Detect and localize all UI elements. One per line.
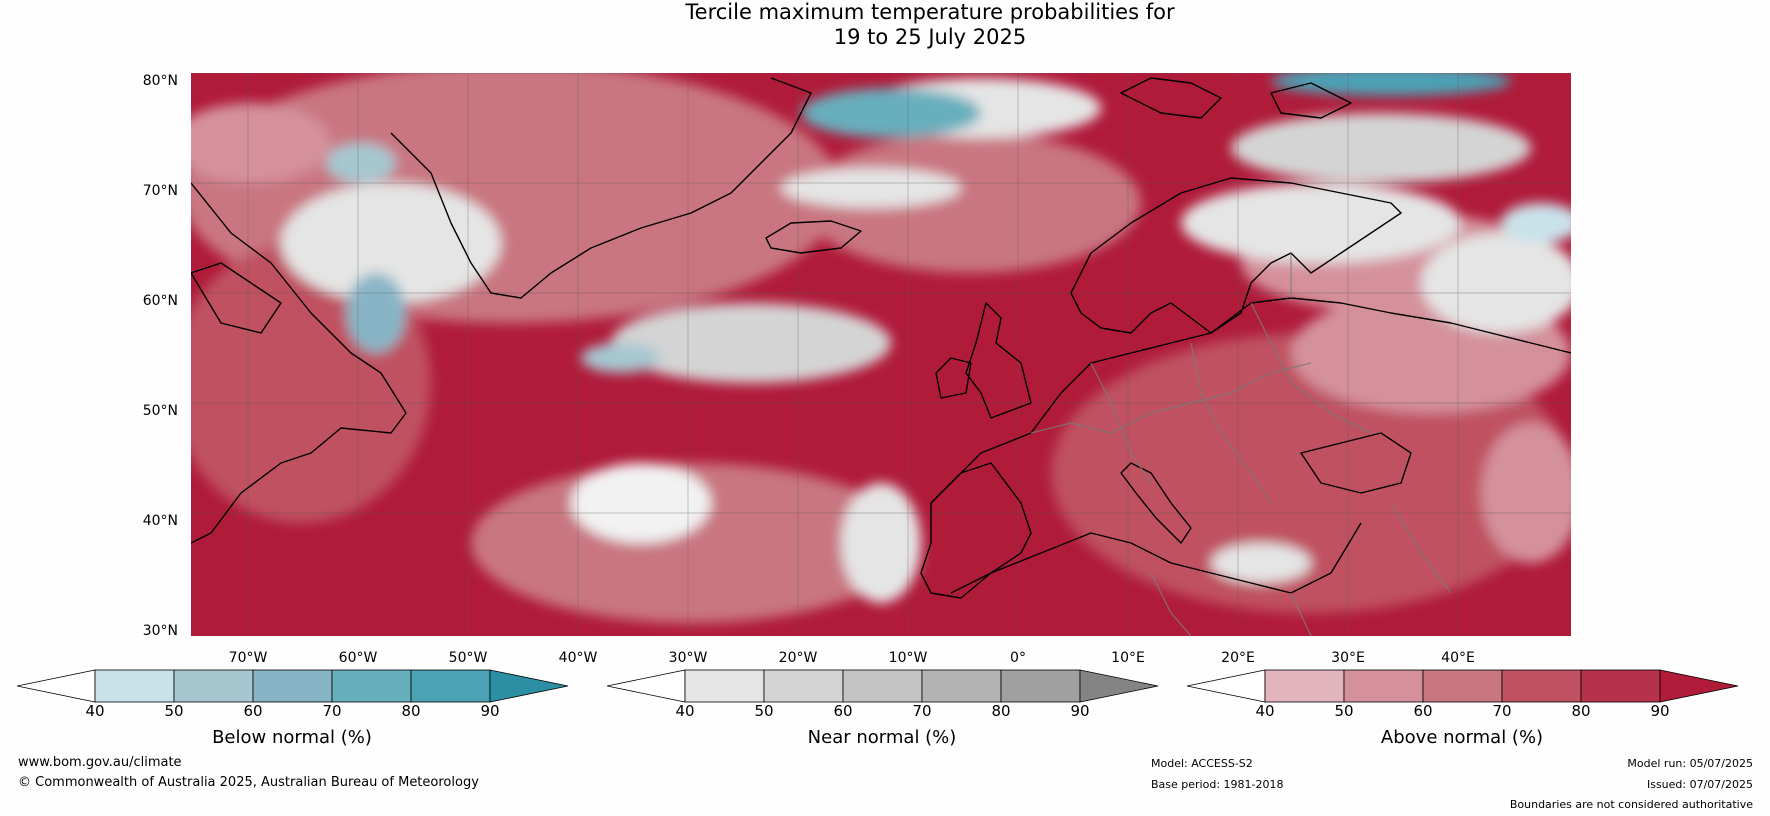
- map-title: Tercile maximum temperature probabilitie…: [0, 0, 1770, 50]
- colorbar-tick-label: 90: [1070, 702, 1090, 720]
- colorbar-segment: [1000, 669, 1081, 703]
- lon-label: 40°W: [558, 650, 598, 666]
- colorbar-extend-low: [1187, 669, 1266, 703]
- colorbar-tick-label: 80: [1571, 702, 1591, 720]
- colorbar-tick-label: 90: [1650, 702, 1670, 720]
- title-line-1: Tercile maximum temperature probabilitie…: [685, 0, 1175, 24]
- lon-label: 50°W: [448, 650, 488, 666]
- footer-copyright: © Commonwealth of Australia 2025, Austra…: [18, 775, 479, 790]
- near-normal-colorbar: [607, 668, 1159, 704]
- colorbar-extend-low: [17, 669, 96, 703]
- footer-model-run: Model run: 05/07/2025: [1627, 757, 1753, 770]
- below-normal-colorbar: [17, 668, 569, 704]
- above-normal-label: Above normal (%): [1380, 727, 1544, 748]
- colorbar-tick-label: 70: [912, 702, 932, 720]
- lon-label: 0°: [1010, 650, 1026, 666]
- colorbar-segment: [173, 669, 254, 703]
- map-canvas: [191, 73, 1571, 636]
- lon-label: 10°E: [1111, 650, 1145, 666]
- colorbar-segment: [684, 669, 765, 703]
- country-borders: [1030, 253, 1452, 636]
- colorbar-tick-label: 80: [991, 702, 1011, 720]
- lon-label: 20°E: [1221, 650, 1255, 666]
- footer-base-period: Base period: 1981-2018: [1151, 778, 1284, 791]
- lon-label: 40°E: [1441, 650, 1475, 666]
- lon-label: 30°W: [668, 650, 708, 666]
- colorbar-tick-label: 60: [1413, 702, 1433, 720]
- colorbar-tick-label: 50: [754, 702, 774, 720]
- colorbar-extend-low: [607, 669, 686, 703]
- lat-label: 40°N: [142, 513, 178, 529]
- colorbar-tick-label: 80: [401, 702, 421, 720]
- colorbar-tick-label: 50: [1334, 702, 1354, 720]
- near-normal-label: Near normal (%): [807, 727, 957, 748]
- lon-label: 30°E: [1331, 650, 1365, 666]
- colorbar-graphic: [17, 669, 569, 703]
- below-normal-label: Below normal (%): [212, 727, 372, 748]
- colorbar-tick-label: 70: [322, 702, 342, 720]
- footer-disclaimer: Boundaries are not considered authoritat…: [1509, 798, 1753, 811]
- probability-map: [191, 73, 1571, 636]
- colorbar-segment: [1264, 669, 1345, 703]
- colorbar-segment: [921, 669, 1002, 703]
- lon-label: 20°W: [778, 650, 818, 666]
- graticule: [191, 73, 1571, 636]
- title-line-2: 19 to 25 July 2025: [833, 25, 1027, 49]
- lon-label: 60°W: [338, 650, 378, 666]
- colorbar-tick-label: 70: [1492, 702, 1512, 720]
- colorbar-tick-label: 50: [164, 702, 184, 720]
- colorbar-tick-label: 40: [1255, 702, 1275, 720]
- colorbar-graphic: [607, 669, 1159, 703]
- lat-label: 70°N: [142, 183, 178, 199]
- footer-url: www.bom.gov.au/climate: [18, 755, 182, 770]
- colorbar-segment: [763, 669, 844, 703]
- colorbar-segment: [94, 669, 175, 703]
- footer-model: Model: ACCESS-S2: [1151, 757, 1253, 770]
- lon-label: 10°W: [888, 650, 928, 666]
- colorbar-extend-high: [489, 669, 569, 703]
- lat-label: 50°N: [142, 403, 178, 419]
- colorbar-tick-label: 40: [675, 702, 695, 720]
- colorbar-segment: [331, 669, 412, 703]
- colorbar-tick-label: 60: [243, 702, 263, 720]
- colorbar-segment: [1580, 669, 1661, 703]
- colorbar-tick-label: 60: [833, 702, 853, 720]
- lat-label: 80°N: [142, 73, 178, 89]
- above-normal-colorbar: [1187, 668, 1739, 704]
- colorbar-segment: [410, 669, 491, 703]
- colorbar-segment: [842, 669, 923, 703]
- colorbar-extend-high: [1659, 669, 1739, 703]
- lon-label: 70°W: [228, 650, 268, 666]
- colorbar-segment: [1501, 669, 1582, 703]
- colorbar-graphic: [1187, 669, 1739, 703]
- colorbar-tick-label: 90: [480, 702, 500, 720]
- colorbar-segment: [1422, 669, 1503, 703]
- lat-label: 60°N: [142, 293, 178, 309]
- colorbar-extend-high: [1079, 669, 1159, 703]
- coastlines: [191, 77, 1571, 599]
- colorbar-tick-label: 40: [85, 702, 105, 720]
- colorbar-segment: [1343, 669, 1424, 703]
- lat-label: 30°N: [142, 623, 178, 639]
- footer-issued: Issued: 07/07/2025: [1646, 778, 1753, 791]
- colorbar-segment: [252, 669, 333, 703]
